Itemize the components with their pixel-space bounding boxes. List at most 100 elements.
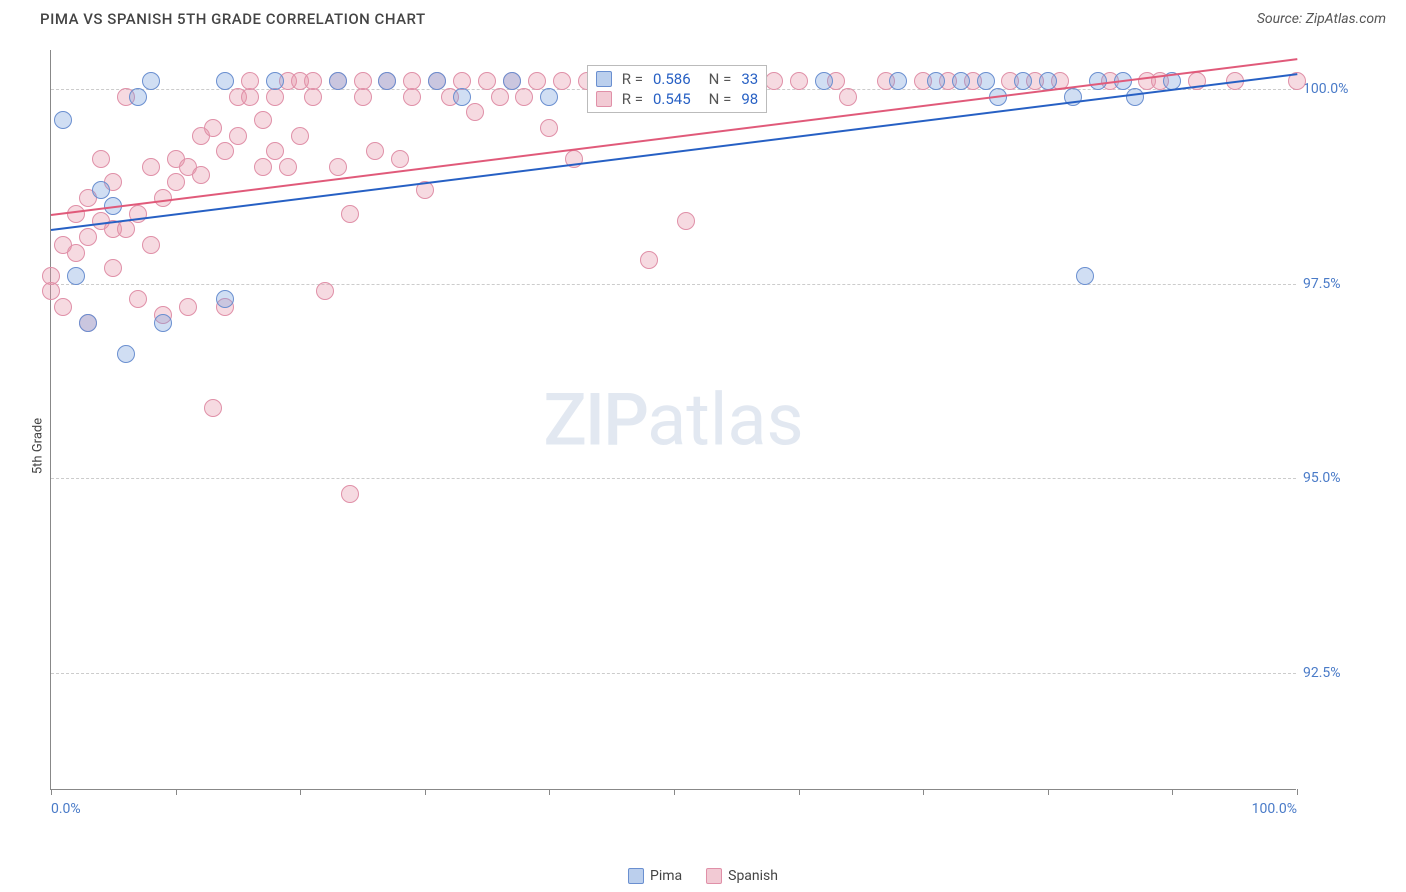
- chart-title: PIMA VS SPANISH 5TH GRADE CORRELATION CH…: [40, 10, 426, 28]
- data-point: [241, 72, 259, 90]
- legend: Pima Spanish: [628, 868, 778, 884]
- data-point: [815, 72, 833, 90]
- y-axis-label: 5th Grade: [31, 418, 46, 474]
- data-point: [466, 103, 484, 121]
- x-tick: [51, 789, 52, 795]
- data-point: [403, 88, 421, 106]
- data-point: [316, 282, 334, 300]
- legend-label: Spanish: [728, 868, 778, 884]
- x-tick: [425, 789, 426, 795]
- r-label: R =: [622, 90, 643, 108]
- data-point: [216, 72, 234, 90]
- x-tick: [1297, 789, 1298, 795]
- data-point: [304, 72, 322, 90]
- data-point: [491, 88, 509, 106]
- data-point: [391, 150, 409, 168]
- x-tick-label: 0.0%: [51, 801, 81, 817]
- data-point: [839, 88, 857, 106]
- watermark-atlas: atlas: [647, 377, 804, 462]
- data-point: [540, 88, 558, 106]
- data-point: [266, 72, 284, 90]
- data-point: [192, 166, 210, 184]
- data-point: [92, 150, 110, 168]
- data-point: [142, 72, 160, 90]
- r-value: 0.545: [653, 90, 691, 108]
- n-label: N =: [709, 70, 732, 88]
- gridline: [51, 478, 1296, 479]
- data-point: [428, 72, 446, 90]
- x-tick: [300, 789, 301, 795]
- data-point: [67, 267, 85, 285]
- data-point: [92, 181, 110, 199]
- watermark: ZIPatlas: [543, 377, 803, 462]
- data-point: [1076, 267, 1094, 285]
- data-point: [54, 298, 72, 316]
- watermark-zip: ZIP: [543, 377, 647, 462]
- data-point: [977, 72, 995, 90]
- data-point: [204, 399, 222, 417]
- data-point: [279, 158, 297, 176]
- x-tick: [549, 789, 550, 795]
- plot-area: ZIPatlas 92.5%95.0%97.5%100.0%0.0%100.0%…: [50, 50, 1296, 790]
- data-point: [291, 127, 309, 145]
- data-point: [366, 142, 384, 160]
- n-value: 98: [741, 90, 758, 108]
- data-point: [117, 345, 135, 363]
- data-point: [354, 72, 372, 90]
- y-tick-label: 100.0%: [1303, 81, 1378, 97]
- data-point: [453, 88, 471, 106]
- data-point: [515, 88, 533, 106]
- data-point: [341, 205, 359, 223]
- data-point: [952, 72, 970, 90]
- stats-box: R = 0.586 N = 33 R = 0.545 N = 98: [587, 65, 767, 113]
- data-point: [79, 314, 97, 332]
- n-value: 33: [741, 70, 758, 88]
- x-tick: [1172, 789, 1173, 795]
- x-tick: [923, 789, 924, 795]
- data-point: [254, 158, 272, 176]
- data-point: [540, 119, 558, 137]
- stats-row: R = 0.545 N = 98: [596, 90, 758, 108]
- data-point: [229, 127, 247, 145]
- legend-label: Pima: [650, 868, 682, 884]
- data-point: [154, 189, 172, 207]
- data-point: [104, 259, 122, 277]
- legend-swatch: [706, 868, 722, 884]
- data-point: [503, 72, 521, 90]
- data-point: [790, 72, 808, 90]
- series-swatch: [596, 71, 612, 87]
- data-point: [154, 314, 172, 332]
- data-point: [341, 485, 359, 503]
- data-point: [129, 88, 147, 106]
- data-point: [266, 142, 284, 160]
- chart-container: ZIPatlas 92.5%95.0%97.5%100.0%0.0%100.0%…: [50, 50, 1386, 820]
- stats-row: R =0.586N =33: [596, 70, 758, 88]
- data-point: [179, 298, 197, 316]
- x-tick: [176, 789, 177, 795]
- data-point: [1126, 88, 1144, 106]
- data-point: [129, 290, 147, 308]
- data-point: [204, 119, 222, 137]
- data-point: [765, 72, 783, 90]
- data-point: [889, 72, 907, 90]
- data-point: [640, 251, 658, 269]
- x-tick: [1048, 789, 1049, 795]
- data-point: [266, 88, 284, 106]
- data-point: [42, 282, 60, 300]
- r-value: 0.586: [653, 70, 691, 88]
- data-point: [216, 142, 234, 160]
- x-tick: [674, 789, 675, 795]
- n-label: N =: [709, 90, 732, 108]
- y-tick-label: 95.0%: [1303, 470, 1378, 486]
- data-point: [329, 72, 347, 90]
- legend-swatch: [628, 868, 644, 884]
- data-point: [42, 267, 60, 285]
- gridline: [51, 673, 1296, 674]
- data-point: [403, 72, 421, 90]
- data-point: [354, 88, 372, 106]
- data-point: [216, 290, 234, 308]
- data-point: [478, 72, 496, 90]
- data-point: [241, 88, 259, 106]
- source-attribution: Source: ZipAtlas.com: [1257, 11, 1386, 27]
- y-tick-label: 97.5%: [1303, 276, 1378, 292]
